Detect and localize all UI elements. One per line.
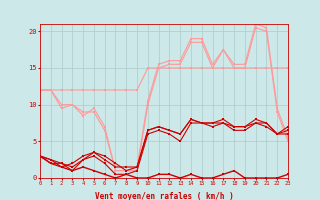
X-axis label: Vent moyen/en rafales ( km/h ): Vent moyen/en rafales ( km/h ) (95, 192, 233, 200)
